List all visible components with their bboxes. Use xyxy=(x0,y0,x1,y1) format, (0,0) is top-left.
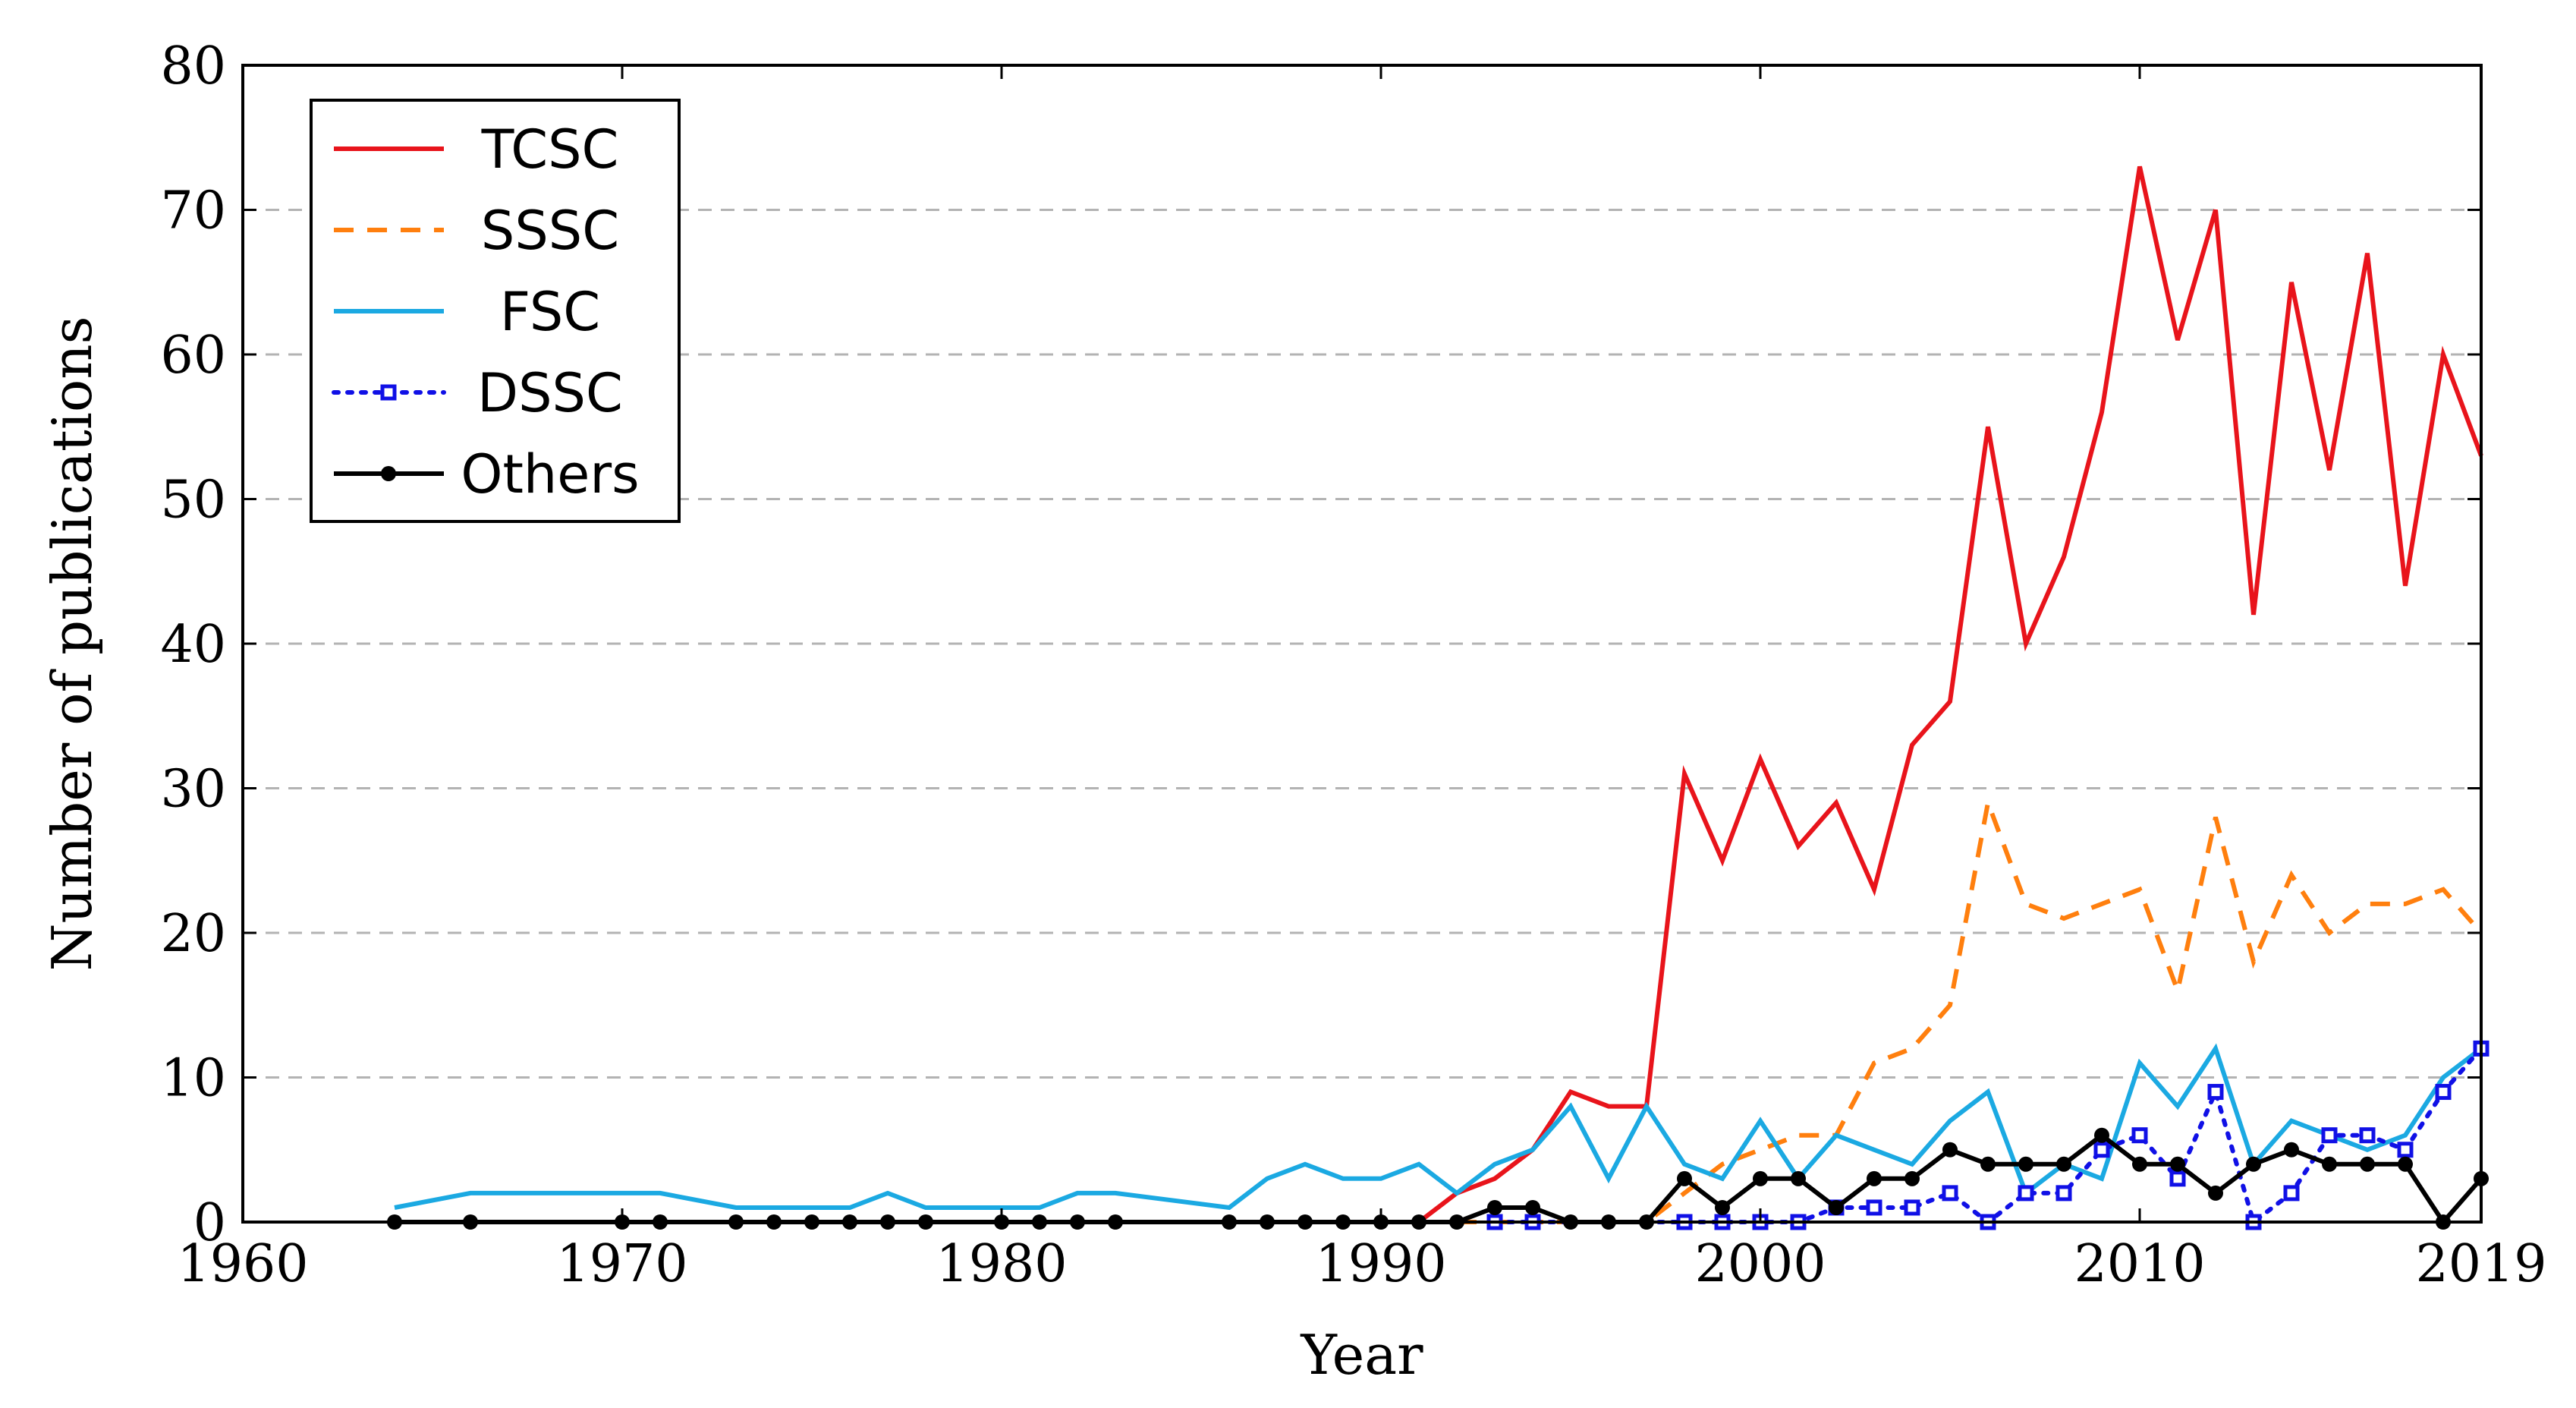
x-tick-label: 2000 xyxy=(1694,1234,1826,1294)
data-point xyxy=(2093,1142,2110,1158)
data-point xyxy=(2398,1156,2413,1172)
data-point xyxy=(2018,1156,2033,1172)
y-tick-label: 10 xyxy=(160,1049,226,1109)
data-point xyxy=(1942,1142,1958,1158)
series-fsc xyxy=(394,1043,2483,1211)
legend-entry: SSSC xyxy=(334,200,619,262)
legend-entry: TCSC xyxy=(334,118,618,181)
data-point xyxy=(2208,1185,2223,1201)
data-point xyxy=(1942,1185,1958,1202)
data-point xyxy=(1753,1170,1768,1186)
data-point xyxy=(1525,1199,1540,1215)
data-point xyxy=(1487,1199,1502,1215)
y-axis-label: Number of publications xyxy=(40,316,104,971)
legend-marker xyxy=(380,384,397,401)
x-axis-label: Year xyxy=(1300,1323,1423,1387)
y-tick-label: 30 xyxy=(160,760,226,820)
data-point xyxy=(2322,1156,2337,1172)
legend-label: SSSC xyxy=(481,200,619,262)
y-tick-label: 60 xyxy=(160,326,226,386)
data-point xyxy=(2094,1127,2109,1143)
data-point xyxy=(1715,1199,1730,1215)
y-tick-label: 70 xyxy=(160,181,226,241)
series-dssc xyxy=(1486,1040,2490,1230)
y-tick-label: 40 xyxy=(160,615,226,675)
legend-marker xyxy=(381,466,396,481)
series-layer xyxy=(387,165,2490,1230)
data-point xyxy=(2169,1170,2186,1187)
legend-entry: DSSC xyxy=(332,362,623,424)
data-point xyxy=(1904,1199,1920,1216)
legend-label: DSSC xyxy=(477,362,623,424)
x-tick-label: 2019 xyxy=(2415,1234,2546,1294)
data-point xyxy=(2359,1127,2376,1144)
legend: TCSC SSSC FSC DSSC Others xyxy=(310,99,681,523)
x-tick-label: 1960 xyxy=(177,1234,308,1294)
data-point xyxy=(2360,1156,2375,1172)
data-point xyxy=(2435,1084,2452,1101)
series-line-fsc xyxy=(394,1043,2483,1211)
data-point xyxy=(2321,1127,2338,1144)
axis-ticks: 0 10 20 30 40 50 60 70 80 1960 1970 1980 1990 2000 201… xyxy=(160,36,2546,1294)
legend-label: TCSC xyxy=(481,118,619,181)
y-tick-label: 20 xyxy=(160,904,226,964)
series-line-tcsc xyxy=(1417,165,2483,1224)
legend-entry: Others xyxy=(334,443,640,506)
y-tick-label: 80 xyxy=(160,36,226,96)
data-point xyxy=(2207,1084,2224,1101)
data-point xyxy=(2055,1185,2072,1202)
data-point xyxy=(2056,1156,2071,1172)
data-point xyxy=(2132,1156,2147,1172)
x-tick-label: 1970 xyxy=(556,1234,687,1294)
legend-label: FSC xyxy=(500,281,600,343)
x-tick-label: 2010 xyxy=(2074,1234,2205,1294)
series-tcsc xyxy=(1417,165,2483,1224)
data-point xyxy=(1980,1156,1996,1172)
data-point xyxy=(2246,1156,2261,1172)
y-tick-label: 50 xyxy=(160,471,226,531)
data-point xyxy=(2283,1185,2300,1202)
data-point xyxy=(1791,1170,1806,1186)
data-point xyxy=(2131,1127,2148,1144)
legend-entry: FSC xyxy=(334,281,600,343)
y-tick-label: 0 xyxy=(193,1193,226,1253)
data-point xyxy=(2397,1142,2414,1158)
data-point xyxy=(2018,1185,2034,1202)
x-tick-label: 1980 xyxy=(936,1234,1067,1294)
data-point xyxy=(2170,1156,2185,1172)
data-point xyxy=(1904,1170,1920,1186)
data-point xyxy=(2284,1142,2299,1158)
x-tick-label: 1990 xyxy=(1315,1234,1446,1294)
data-point xyxy=(1867,1170,1882,1186)
data-point xyxy=(1677,1170,1692,1186)
data-point xyxy=(1829,1199,1844,1215)
data-point xyxy=(1866,1199,1882,1216)
legend-label: Others xyxy=(461,443,639,506)
